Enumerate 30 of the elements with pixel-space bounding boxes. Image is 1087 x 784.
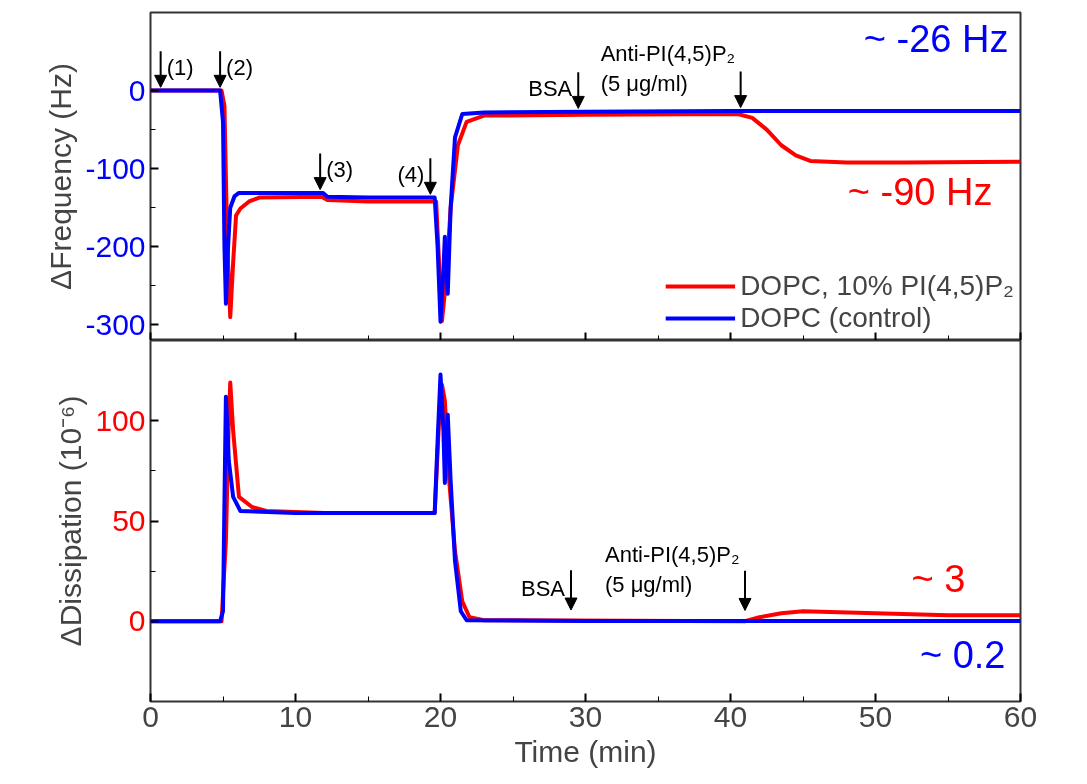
annotation: (3) bbox=[326, 157, 354, 183]
x-tick-label: 10 bbox=[278, 699, 313, 733]
annotation: ~ -90 Hz bbox=[847, 170, 993, 213]
annotation: ~ 0.2 bbox=[919, 633, 1006, 676]
annotation: (4) bbox=[397, 161, 425, 187]
y-tick-label: 100 bbox=[95, 403, 146, 437]
x-axis-title: Time (min) bbox=[514, 734, 657, 768]
annotation: Anti-PI(4,5)P₂ (5 μg/ml) bbox=[605, 541, 740, 597]
y-tick-label: -200 bbox=[85, 229, 146, 263]
y-tick-label: 0 bbox=[128, 604, 146, 638]
y-axis-title: ΔFrequency (Hz) bbox=[44, 63, 78, 290]
legend-label: DOPC, 10% PI(4,5)P₂ bbox=[740, 270, 1014, 302]
y-tick-label: -100 bbox=[85, 151, 146, 185]
annotation: ~ -26 Hz bbox=[863, 17, 1009, 60]
legend-label: DOPC (control) bbox=[740, 302, 932, 334]
x-tick-label: 50 bbox=[858, 699, 893, 733]
x-tick-label: 40 bbox=[713, 699, 748, 733]
x-tick-label: 20 bbox=[423, 699, 458, 733]
y-tick-label: 50 bbox=[112, 504, 146, 537]
annotation: BSA bbox=[520, 575, 566, 601]
annotation: ~ 3 bbox=[911, 558, 966, 601]
annotation: (1) bbox=[166, 54, 194, 80]
x-tick-label: 30 bbox=[568, 699, 603, 733]
y-tick-label: 0 bbox=[128, 73, 146, 107]
annotation: (2) bbox=[226, 54, 253, 80]
y-axis-title: ΔDissipation (10⁻⁶) bbox=[54, 395, 88, 647]
annotation: BSA bbox=[528, 76, 573, 102]
y-tick-label: -300 bbox=[85, 307, 146, 341]
annotation: Anti-PI(4,5)P₂ (5 μg/ml) bbox=[600, 40, 736, 96]
x-tick-label: 60 bbox=[1003, 699, 1038, 733]
